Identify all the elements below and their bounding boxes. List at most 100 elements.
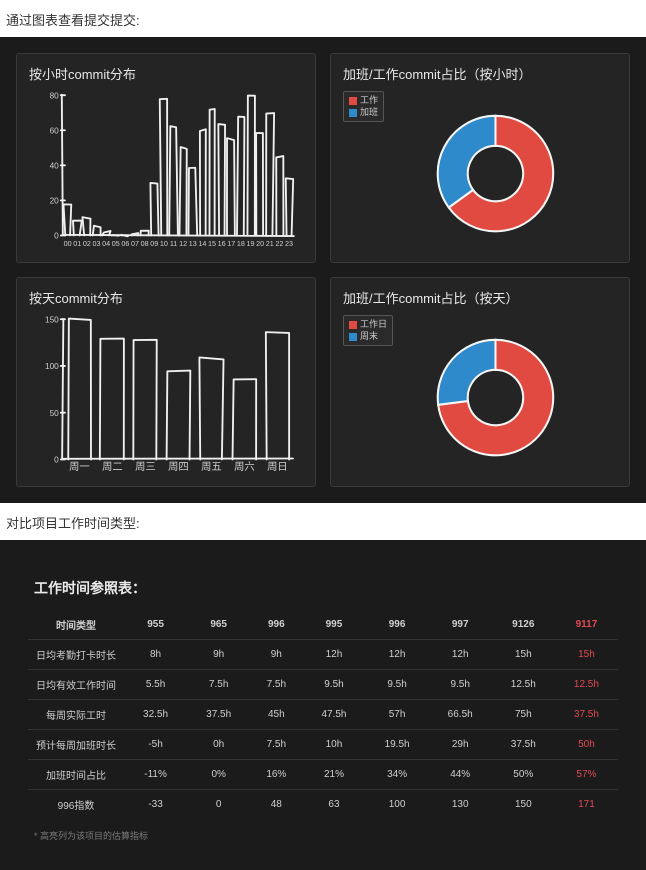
svg-text:09: 09 (150, 239, 158, 248)
table-cell: 预计每周加班时长 (28, 730, 124, 760)
table-header: 997 (429, 610, 492, 640)
table-header: 996 (366, 610, 429, 640)
svg-text:02: 02 (83, 239, 91, 248)
table-cell: 7.5h (250, 730, 302, 760)
svg-text:00: 00 (64, 239, 72, 248)
svg-text:14: 14 (198, 239, 206, 248)
table-cell: 63 (302, 790, 365, 820)
chart-donut-hour: 加班/工作commit占比（按小时） 工作 加班 (330, 53, 630, 263)
table-cell: 29h (429, 730, 492, 760)
svg-text:0: 0 (54, 232, 59, 241)
table-cell: 0% (187, 760, 250, 790)
section-label-table: 对比项目工作时间类型: (0, 503, 646, 540)
table-row: 加班时间占比-11%0%16%21%34%44%50%57% (28, 760, 618, 790)
table-cell: 150 (492, 790, 555, 820)
table-cell: 19.5h (366, 730, 429, 760)
table-cell: 每周实际工时 (28, 700, 124, 730)
table-cell: 66.5h (429, 700, 492, 730)
table-cell: 130 (429, 790, 492, 820)
table-header: 9117 (555, 610, 618, 640)
svg-text:13: 13 (189, 239, 197, 248)
table-row: 996指数-3304863100130150171 (28, 790, 618, 820)
chart-title: 按小时commit分布 (27, 64, 305, 83)
table-cell: 50h (555, 730, 618, 760)
table-row: 预计每周加班时长-5h0h7.5h10h19.5h29h37.5h50h (28, 730, 618, 760)
svg-text:11: 11 (170, 239, 177, 248)
table-cell: 0h (187, 730, 250, 760)
svg-text:20: 20 (50, 196, 60, 205)
legend-swatch-overtime (349, 109, 357, 117)
svg-text:16: 16 (218, 239, 226, 248)
chart-title: 加班/工作commit占比（按天） (341, 288, 619, 307)
table-cell: -5h (124, 730, 187, 760)
table-panel: 工作时间参照表： 时间类型95596599699599699791269117 … (0, 540, 646, 870)
svg-text:12: 12 (179, 239, 187, 248)
table-cell: 996指数 (28, 790, 124, 820)
table-row: 日均有效工作时间5.5h7.5h7.5h9.5h9.5h9.5h12.5h12.… (28, 670, 618, 700)
table-cell: 0 (187, 790, 250, 820)
table-cell: 日均考勤打卡时长 (28, 640, 124, 670)
svg-text:40: 40 (50, 161, 60, 170)
table-cell: 37.5h (492, 730, 555, 760)
legend-day: 工作日 周末 (343, 315, 393, 346)
legend-swatch-workday (349, 321, 357, 329)
table-cell: 9h (187, 640, 250, 670)
table-cell: 12.5h (492, 670, 555, 700)
table-cell: 9h (250, 640, 302, 670)
table-cell: 日均有效工作时间 (28, 670, 124, 700)
svg-text:周五: 周五 (201, 461, 222, 473)
table-cell: 45h (250, 700, 302, 730)
chart-daily-commits: 按天commit分布 050100150周一周二周三周四周五周六周日 (16, 277, 316, 487)
chart-donut-day: 加班/工作commit占比（按天） 工作日 周末 (330, 277, 630, 487)
table-cell: 75h (492, 700, 555, 730)
table-cell: 15h (555, 640, 618, 670)
svg-text:18: 18 (237, 239, 245, 248)
table-cell: 16% (250, 760, 302, 790)
chart-svg-hourly: 0204060800001020304050607080910111213141… (27, 89, 305, 254)
svg-text:19: 19 (247, 239, 255, 248)
table-cell: 32.5h (124, 700, 187, 730)
table-cell: 50% (492, 760, 555, 790)
table-cell: 8h (124, 640, 187, 670)
table-cell: -33 (124, 790, 187, 820)
svg-text:周二: 周二 (102, 461, 123, 473)
table-cell: 12h (366, 640, 429, 670)
svg-text:21: 21 (266, 239, 274, 248)
table-cell: 48 (250, 790, 302, 820)
legend-swatch-weekend (349, 333, 357, 341)
table-cell: 10h (302, 730, 365, 760)
svg-text:05: 05 (112, 239, 120, 248)
svg-text:周六: 周六 (234, 461, 255, 473)
svg-text:100: 100 (45, 362, 59, 371)
table-header: 995 (302, 610, 365, 640)
worktime-table: 时间类型95596599699599699791269117 日均考勤打卡时长8… (28, 610, 618, 819)
table-cell: 171 (555, 790, 618, 820)
legend-hour: 工作 加班 (343, 91, 384, 122)
svg-text:60: 60 (50, 126, 60, 135)
chart-panel: 按小时commit分布 0204060800001020304050607080… (0, 37, 646, 503)
svg-text:01: 01 (73, 239, 81, 248)
chart-hourly-commits: 按小时commit分布 0204060800001020304050607080… (16, 53, 316, 263)
table-cell: 12h (429, 640, 492, 670)
svg-text:周四: 周四 (168, 461, 189, 473)
table-cell: 9.5h (429, 670, 492, 700)
table-cell: 47.5h (302, 700, 365, 730)
table-cell: 加班时间占比 (28, 760, 124, 790)
table-cell: 9.5h (302, 670, 365, 700)
table-header: 时间类型 (28, 610, 124, 640)
table-header: 955 (124, 610, 187, 640)
table-header: 9126 (492, 610, 555, 640)
table-cell: 57h (366, 700, 429, 730)
table-cell: 5.5h (124, 670, 187, 700)
svg-text:07: 07 (131, 239, 139, 248)
svg-text:50: 50 (50, 409, 60, 418)
table-cell: 37.5h (555, 700, 618, 730)
table-cell: 44% (429, 760, 492, 790)
table-cell: 34% (366, 760, 429, 790)
svg-text:17: 17 (227, 239, 235, 248)
table-title: 工作时间参照表： (28, 574, 618, 610)
table-footnote: * 高亮列为该项目的估算指标 (28, 819, 618, 846)
table-header: 965 (187, 610, 250, 640)
svg-text:20: 20 (256, 239, 264, 248)
table-cell: 7.5h (187, 670, 250, 700)
